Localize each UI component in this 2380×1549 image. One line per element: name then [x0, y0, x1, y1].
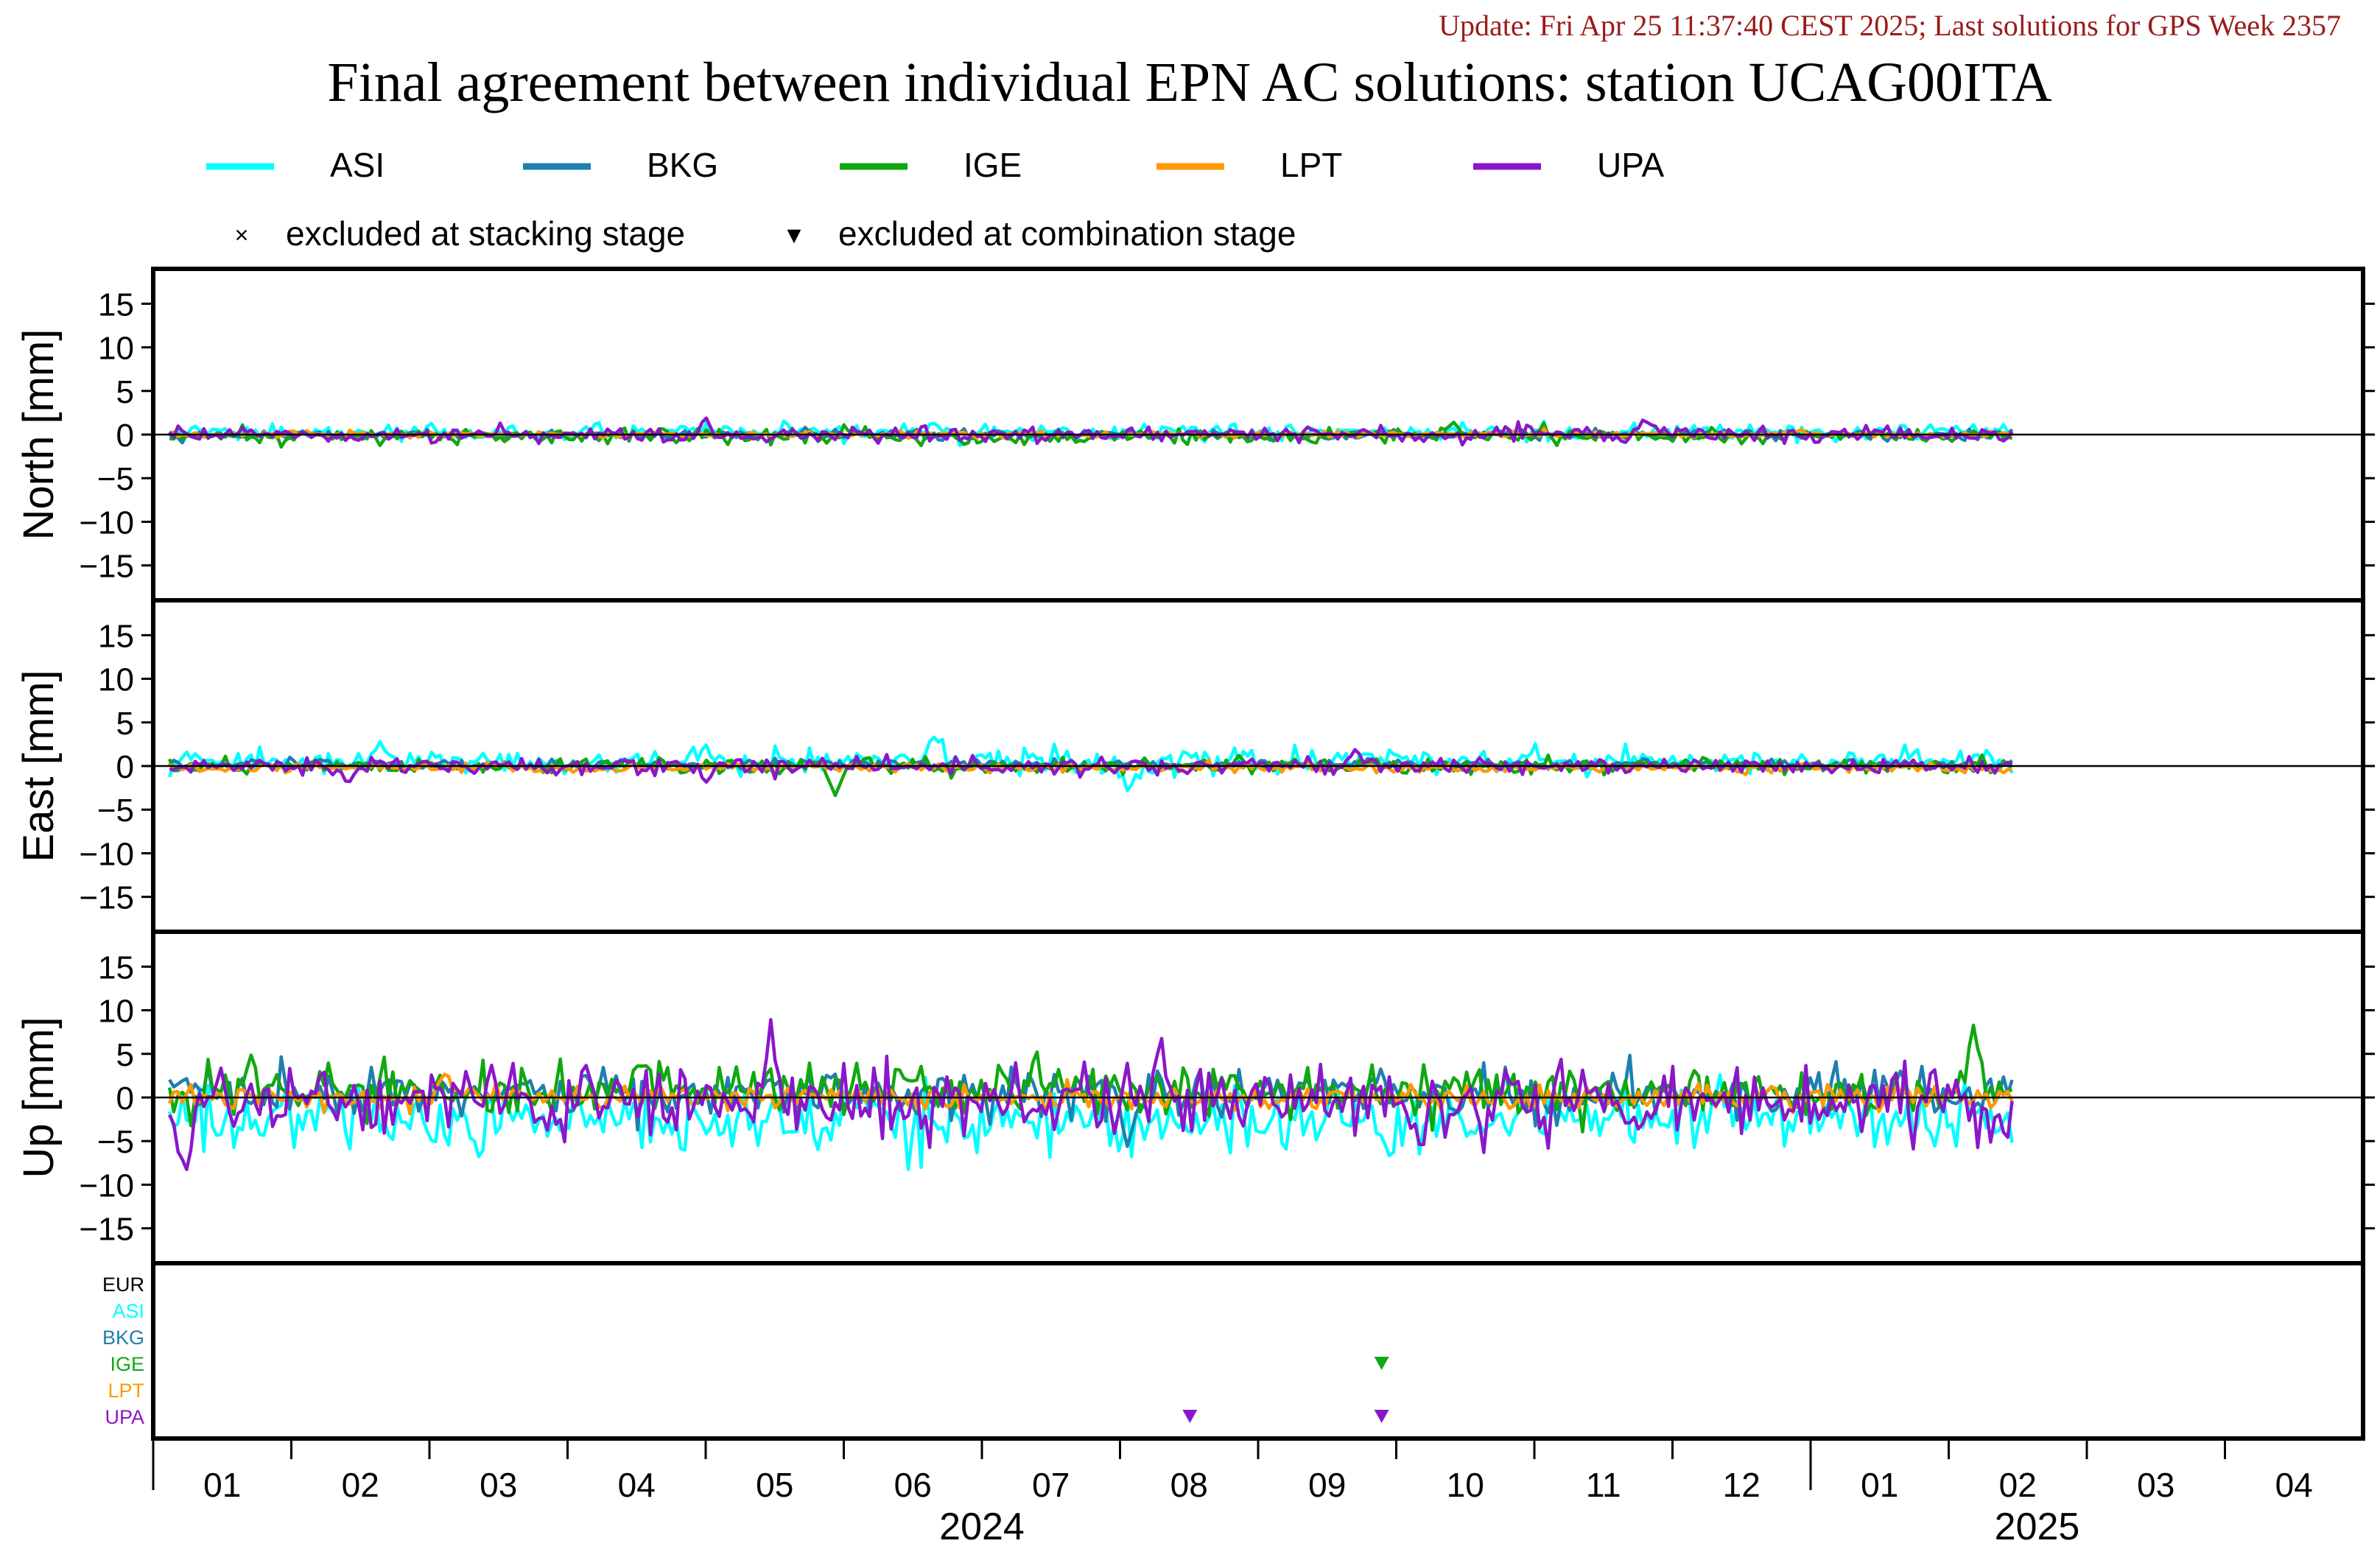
legend-label-upa: UPA — [1597, 146, 1664, 184]
panel-north: 15 10 5 0 −5 −10 −15 North [mm] — [15, 267, 2375, 603]
y-tick-label: 0 — [116, 418, 134, 454]
x-month-label: 11 — [1586, 1466, 1621, 1504]
exclusion-row-label-bkg: BKG — [102, 1327, 144, 1349]
y-tick-label: −10 — [79, 505, 134, 541]
legend-marker-symbol: ▼ — [782, 222, 806, 248]
x-month-label: 01 — [203, 1466, 241, 1504]
series-line-upa — [169, 748, 2013, 784]
y-tick-label: −15 — [79, 549, 134, 585]
y-axis-label: Up [mm] — [15, 1016, 63, 1178]
exclusion-row-label-eur: EUR — [102, 1274, 144, 1296]
exclusion-panel-frame — [151, 1261, 2365, 1441]
x-month-label: 08 — [1170, 1466, 1208, 1504]
y-tick-label: −15 — [79, 880, 134, 916]
series-line-lpt — [167, 1072, 2014, 1116]
plot-panels: 15 10 5 0 −5 −10 −15 North [mm] 15 10 5 0 −5 −10 −15 Ea… — [15, 267, 2375, 1441]
x-month-label: 02 — [342, 1466, 379, 1504]
exclusion-marker-ige — [1374, 1357, 1389, 1370]
legend: ASI BKG IGE LPT UPA × excluded at stacking sta… — [206, 146, 1664, 253]
x-month-label: 04 — [2275, 1466, 2313, 1504]
y-tick-label: 5 — [116, 374, 134, 410]
page-title: Final agreement between individual EPN A… — [327, 52, 2051, 113]
y-tick-label: −5 — [97, 793, 134, 829]
y-tick-label: 5 — [116, 1037, 134, 1073]
x-axis: 01 02 03 04 05 06 07 08 09 10 11 12 01 02 03 04 2024 2025 — [152, 1439, 2313, 1548]
y-tick-label: 15 — [98, 618, 134, 654]
exclusion-row-label-asi: ASI — [112, 1300, 144, 1322]
panel-east: 15 10 5 0 −5 −10 −15 East [mm] — [15, 598, 2375, 934]
x-month-label: 03 — [480, 1466, 517, 1504]
y-tick-label: −5 — [97, 1124, 134, 1160]
legend-label-bkg: BKG — [647, 146, 718, 184]
x-month-label: 02 — [1999, 1466, 2037, 1504]
y-tick-label: −10 — [79, 1167, 134, 1204]
panel-up: 15 10 5 0 −5 −10 −15 Up [mm] — [15, 930, 2375, 1265]
x-month-label: 04 — [618, 1466, 656, 1504]
x-month-label: 03 — [2137, 1466, 2174, 1504]
y-tick-label: 0 — [116, 1081, 134, 1117]
y-tick-label: 10 — [98, 662, 134, 698]
exclusion-row-label-lpt: LPT — [108, 1380, 144, 1402]
exclusion-marker-upa — [1374, 1410, 1389, 1423]
x-year-label: 2024 — [939, 1506, 1025, 1545]
x-month-label: 09 — [1308, 1466, 1346, 1504]
exclusion-row-label-ige: IGE — [110, 1353, 144, 1375]
y-tick-label: 0 — [116, 749, 134, 785]
y-tick-label: 10 — [98, 331, 134, 367]
x-month-label: 10 — [1447, 1466, 1484, 1504]
x-month-label: 07 — [1032, 1466, 1070, 1504]
x-month-label: 05 — [756, 1466, 793, 1504]
legend-label-asi: ASI — [330, 146, 385, 184]
x-month-label: 01 — [1861, 1466, 1898, 1504]
legend-marker-label: excluded at stacking stage — [286, 214, 685, 253]
legend-marker-label: excluded at combination stage — [838, 214, 1296, 253]
exclusion-row-label-upa: UPA — [105, 1406, 144, 1428]
y-tick-label: 5 — [116, 706, 134, 742]
y-tick-label: −10 — [79, 836, 134, 872]
update-text: Update: Fri Apr 25 11:37:40 CEST 2025; L… — [1439, 9, 2341, 42]
y-axis-label: East [mm] — [15, 670, 63, 862]
legend-label-lpt: LPT — [1280, 146, 1342, 184]
exclusion-panel: EUR ASI BKG IGE LPT UPA — [102, 1261, 2365, 1441]
exclusion-marker-upa — [1182, 1410, 1198, 1423]
x-month-label: 06 — [894, 1466, 932, 1504]
y-tick-label: 15 — [98, 287, 134, 323]
x-year-label: 2025 — [1995, 1506, 2080, 1545]
y-tick-label: −5 — [97, 461, 134, 497]
y-tick-label: 15 — [98, 949, 134, 986]
legend-marker-symbol: × — [235, 222, 249, 248]
legend-label-ige: IGE — [963, 146, 1022, 184]
y-tick-label: 10 — [98, 994, 134, 1030]
x-month-label: 12 — [1723, 1466, 1761, 1504]
series-line-asi — [167, 1073, 2014, 1171]
y-tick-label: −15 — [79, 1212, 134, 1248]
y-axis-label: North [mm] — [15, 329, 63, 541]
